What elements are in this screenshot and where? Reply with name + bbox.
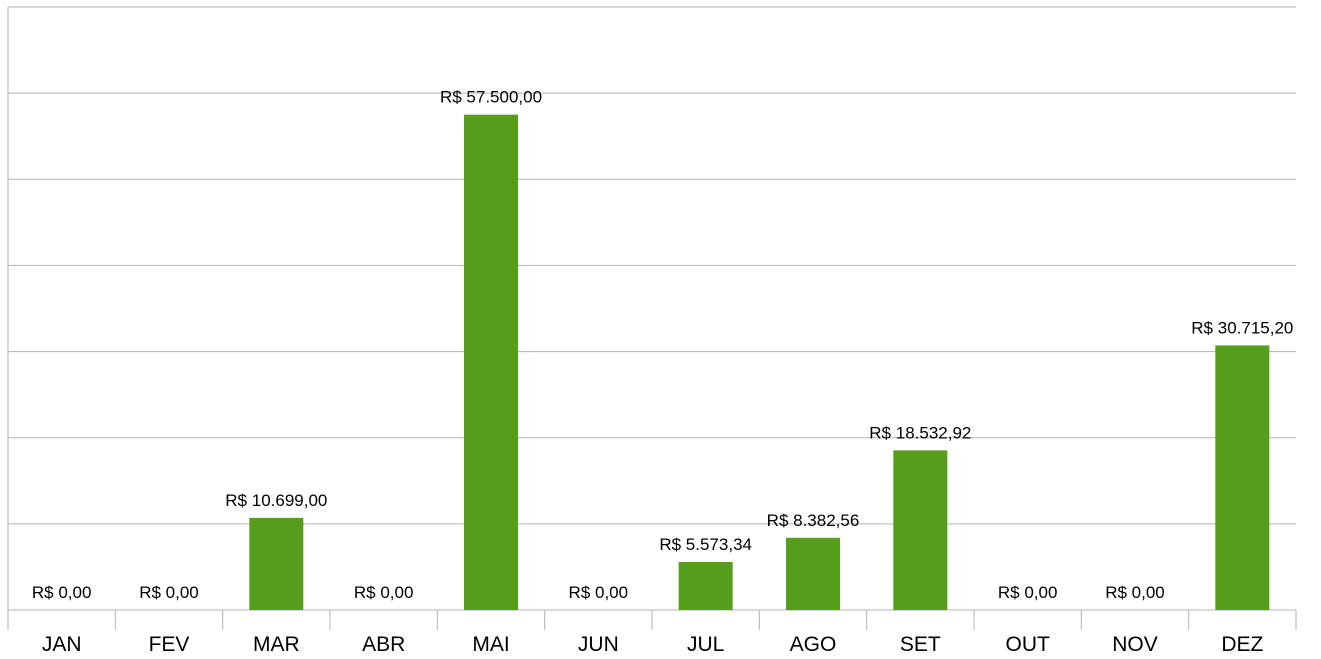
value-label: R$ 57.500,00 <box>440 88 542 107</box>
value-label: R$ 0,00 <box>998 583 1058 602</box>
value-label: R$ 0,00 <box>139 583 199 602</box>
value-label: R$ 0,00 <box>569 583 629 602</box>
x-tick-label: AGO <box>790 633 837 656</box>
bar <box>464 114 518 610</box>
value-label: R$ 10.699,00 <box>225 491 327 510</box>
x-tick-label: NOV <box>1112 633 1158 656</box>
x-tick-label: DEZ <box>1221 633 1263 656</box>
value-label: R$ 30.715,20 <box>1191 318 1293 337</box>
value-label: R$ 0,00 <box>1105 583 1165 602</box>
bar <box>786 537 840 610</box>
x-tick-label: JAN <box>42 633 82 656</box>
value-label: R$ 0,00 <box>354 583 414 602</box>
bar <box>678 561 733 610</box>
x-tick-label: MAR <box>253 633 300 656</box>
x-tick-label: FEV <box>149 633 190 656</box>
bar <box>893 450 948 610</box>
x-tick-label: OUT <box>1006 633 1051 656</box>
value-label: R$ 0,00 <box>32 583 92 602</box>
x-tick-label: JUN <box>578 633 619 656</box>
bar <box>1215 345 1270 610</box>
bar <box>249 517 304 610</box>
x-tick-label: MAI <box>472 633 509 656</box>
x-tick-label: JUL <box>687 633 724 656</box>
x-tick-label: ABR <box>362 633 405 656</box>
x-tick-label: SET <box>900 633 941 656</box>
value-label: R$ 8.382,56 <box>767 511 860 530</box>
value-label: R$ 18.532,92 <box>869 423 971 442</box>
value-label: R$ 5.573,34 <box>659 535 752 554</box>
